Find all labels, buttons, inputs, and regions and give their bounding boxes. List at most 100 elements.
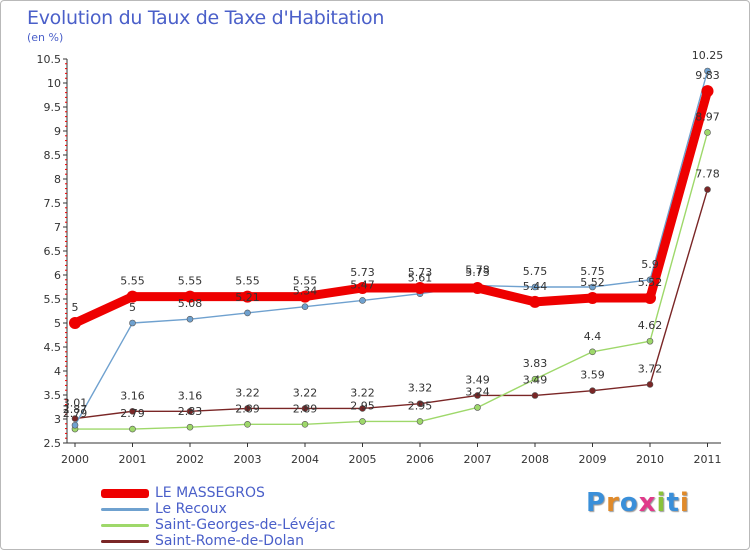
data-label: 3.22 (293, 386, 318, 399)
data-point (474, 392, 481, 399)
series-line-le-recoux (74, 70, 709, 426)
x-tick-label: 2000 (61, 453, 89, 466)
data-point (241, 290, 254, 303)
data-point (244, 420, 251, 428)
data-point (356, 281, 369, 294)
y-tick-label: 8.5 (44, 149, 62, 162)
data-label: 3.49 (523, 373, 548, 386)
data-label: 2.95 (408, 399, 433, 412)
data-label: 2.83 (178, 405, 203, 418)
legend-swatch-saint-georges-de-levejac (101, 523, 149, 527)
data-point (359, 297, 366, 304)
data-label: 4.62 (638, 319, 663, 332)
chart-title: Evolution du Taux de Taxe d'Habitation (27, 7, 385, 29)
y-tick-label: 9.5 (44, 101, 62, 114)
data-point (416, 400, 424, 407)
data-label: 5.55 (235, 275, 260, 288)
data-point (589, 348, 596, 356)
data-point (299, 290, 311, 303)
x-tick-label: 2006 (406, 453, 434, 466)
data-label: 3.32 (408, 382, 433, 395)
data-label: 5.73 (408, 266, 433, 279)
data-point (186, 408, 194, 415)
data-label: 5.55 (120, 275, 145, 288)
data-label: 3.72 (638, 362, 663, 375)
logo-letter: i (679, 488, 690, 518)
data-label: 5.44 (523, 280, 548, 293)
x-tick-label: 2003 (234, 453, 262, 466)
data-point (71, 415, 79, 422)
data-point (301, 405, 309, 412)
data-point (646, 381, 654, 388)
legend-swatch-saint-rome-de-dolan (101, 539, 149, 543)
y-tick-label: 2.5 (44, 437, 62, 450)
chart-series-lines (70, 70, 712, 430)
data-label: 5.08 (178, 297, 203, 310)
x-tick-label: 2007 (464, 453, 492, 466)
data-label: 5.21 (235, 291, 260, 304)
data-point (359, 418, 366, 425)
logo-letter: x (638, 488, 657, 518)
legend-label: Saint-Rome-de-Dolan (155, 533, 304, 549)
data-label: 5.55 (178, 275, 203, 288)
data-point (589, 387, 596, 394)
x-tick-label: 2009 (579, 453, 607, 466)
y-tick-label: 6.5 (44, 245, 62, 258)
legend-label: Le Recoux (155, 501, 227, 517)
y-tick-label: 3.5 (44, 389, 62, 402)
data-label: 5.47 (350, 278, 375, 291)
data-point (129, 319, 136, 327)
logo-letter: o (619, 488, 639, 518)
data-label: 4.4 (584, 330, 602, 343)
data-point (244, 405, 251, 412)
data-label: 10.25 (692, 49, 724, 62)
logo-letter: t (666, 488, 680, 518)
logo-letter: P (586, 488, 607, 518)
data-label: 2.89 (235, 402, 260, 415)
y-tick-label: 6 (54, 269, 61, 282)
data-point (244, 309, 251, 317)
chart-subtitle: (en %) (27, 31, 64, 44)
series-line-saint-rome-de-dolan (74, 188, 709, 420)
chart-series-points (69, 67, 714, 433)
logo-letter: i (656, 488, 667, 518)
data-point (359, 405, 366, 412)
data-point (529, 295, 541, 308)
x-tick-label: 2004 (291, 453, 319, 466)
data-label: 2.79 (63, 407, 88, 420)
data-label: 9.83 (695, 69, 720, 82)
legend-item-le-recoux: Le Recoux (101, 501, 335, 517)
x-tick-label: 2001 (119, 453, 147, 466)
data-label: 5.9 (641, 258, 659, 271)
data-point (644, 292, 656, 305)
data-point (414, 281, 426, 294)
y-tick-label: 5.5 (44, 293, 62, 306)
y-tick-label: 8 (54, 173, 61, 186)
y-tick-label: 9 (54, 125, 61, 138)
data-label: 2.89 (293, 402, 318, 415)
data-label: 5.73 (465, 266, 490, 279)
data-label: 5.78 (465, 264, 490, 277)
data-label: 5.52 (580, 276, 605, 289)
data-point (69, 317, 81, 329)
data-label: 3.01 (63, 397, 88, 410)
data-label: 8.97 (695, 110, 720, 123)
y-tick-label: 10 (47, 77, 61, 90)
data-label: 3.24 (465, 385, 490, 398)
x-tick-label: 2005 (349, 453, 377, 466)
data-label: 3.22 (235, 386, 260, 399)
data-label: 5.75 (523, 265, 548, 278)
y-tick-label: 5 (54, 317, 61, 330)
data-point (474, 404, 481, 411)
legend-label: LE MASSEGROS (155, 485, 265, 501)
chart-axes: 2.5 3 3.5 4 4.5 5 5.5 6 6.5 7 7.5 8 8.5 9 9.5 10 10.5 200… (37, 53, 722, 466)
data-point (184, 290, 196, 303)
data-label: 5 (129, 301, 136, 314)
data-label: 3.16 (120, 389, 145, 402)
y-tick-label: 4.5 (44, 341, 62, 354)
y-tick-label: 7.5 (44, 197, 62, 210)
data-label: 3.59 (580, 369, 605, 382)
data-point (531, 392, 539, 399)
data-point (471, 281, 484, 294)
data-point (416, 418, 424, 425)
